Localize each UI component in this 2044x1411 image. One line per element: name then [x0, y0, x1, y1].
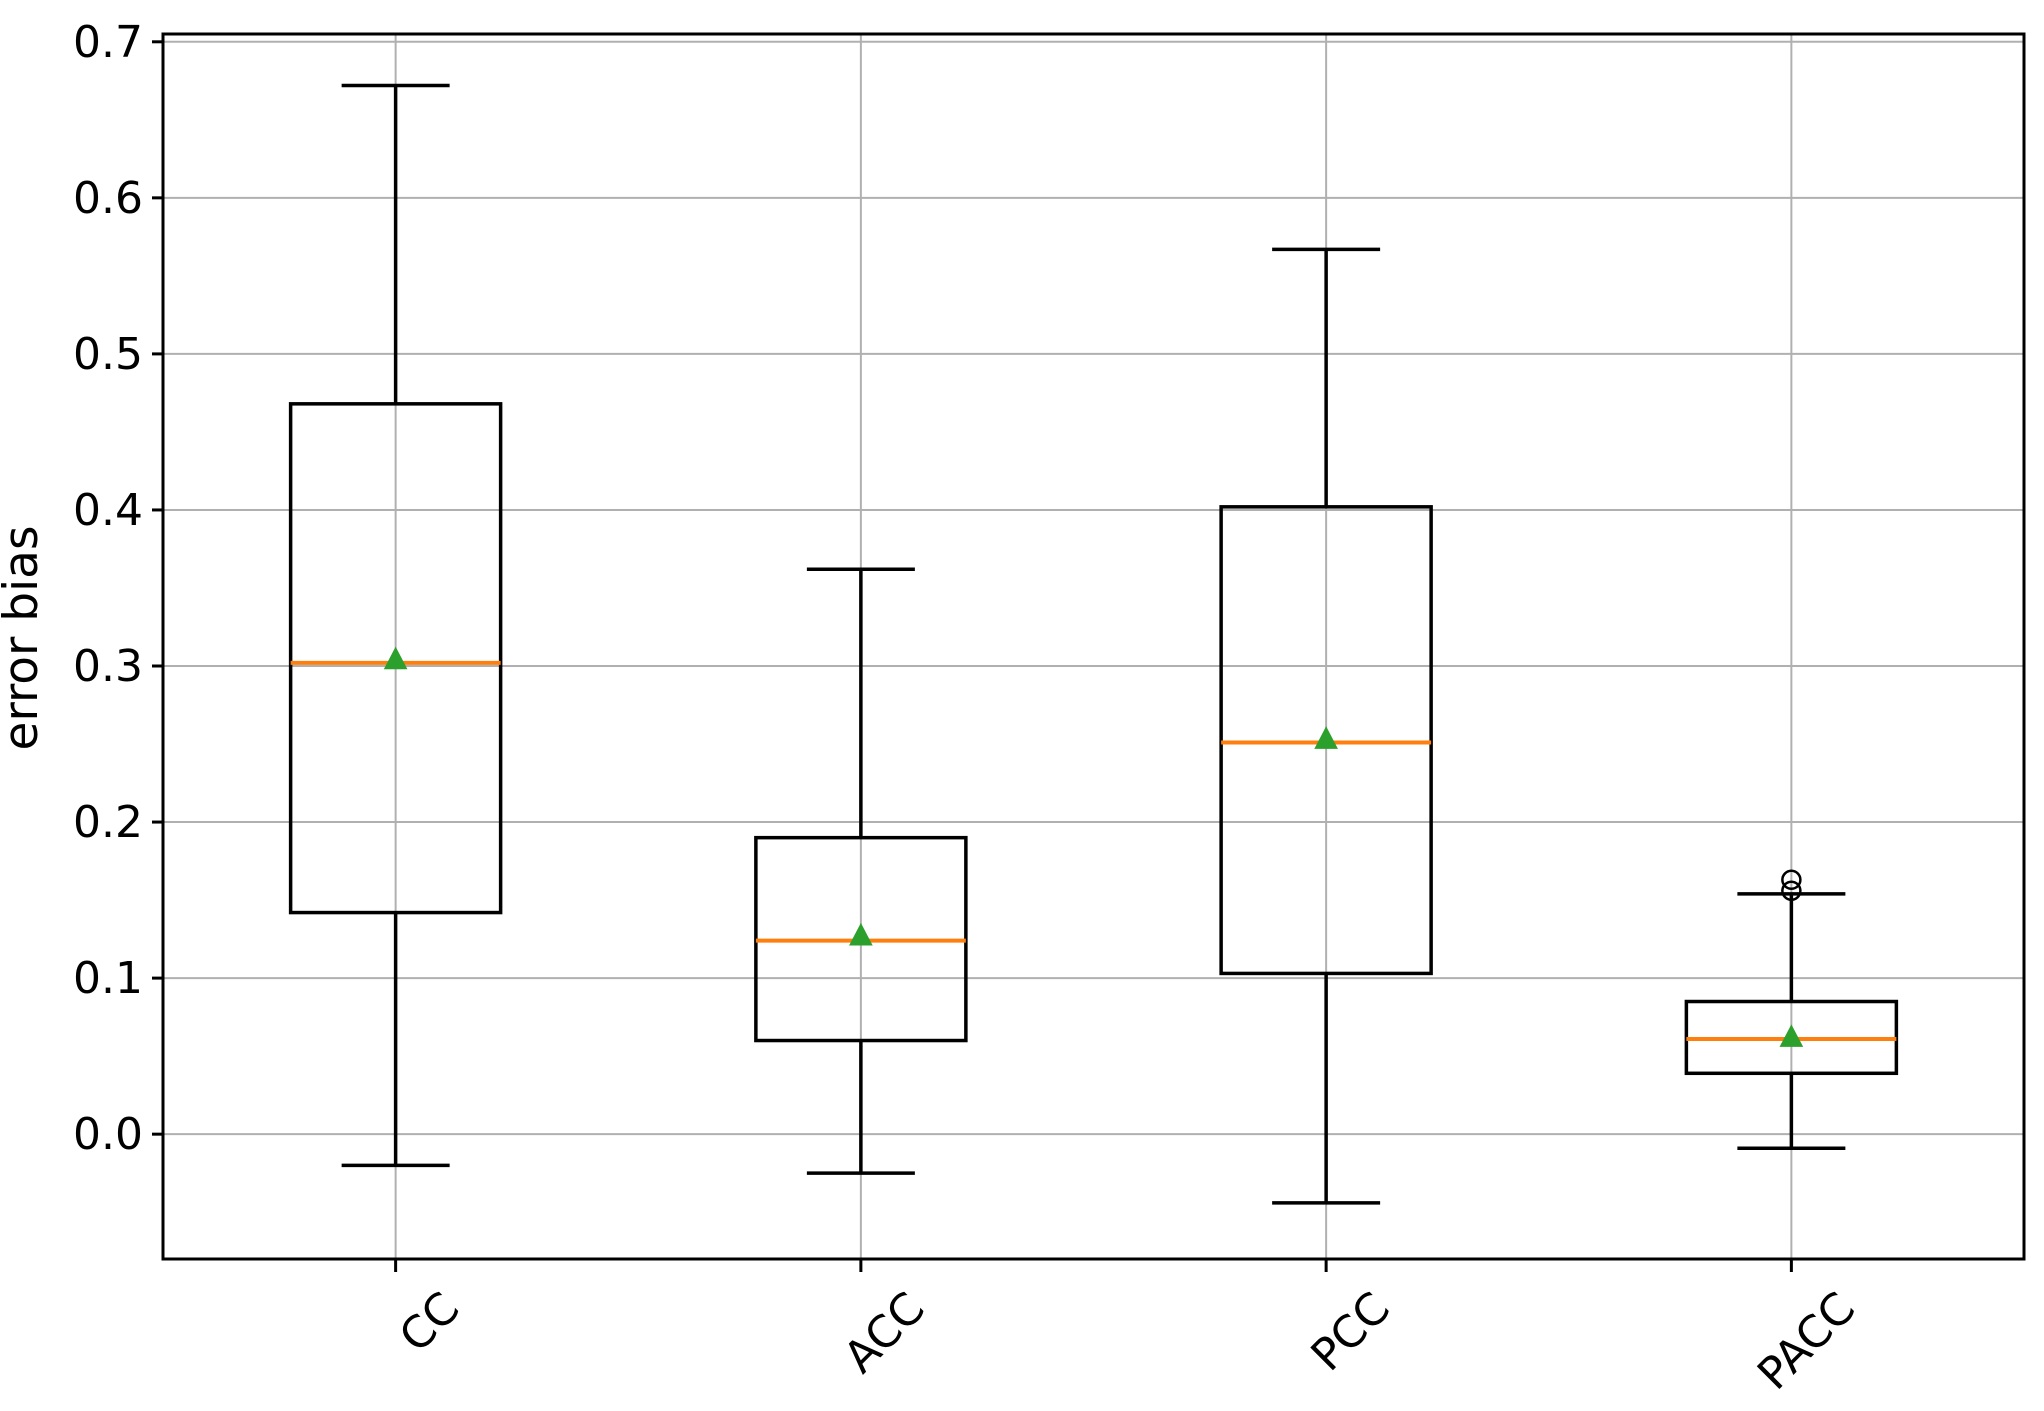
mean-marker	[849, 922, 873, 946]
outlier-marker	[1781, 869, 1802, 891]
mean-marker	[1779, 1024, 1804, 1047]
box	[1219, 505, 1433, 976]
x-tick-label: PACC	[1748, 1283, 1865, 1400]
y-tick-label: 0.3	[73, 641, 143, 692]
mean-marker	[383, 646, 408, 670]
grid-layer	[163, 34, 2024, 1259]
y-tick-label: 0.4	[73, 485, 143, 536]
y-tick-label: 0.2	[73, 797, 143, 848]
tick-layer: 0.0 0.1 0.2 0.3 0.4 0.5 0.6 0.7 CC ACC PCC PACC	[73, 17, 1865, 1400]
plot-frame	[161, 32, 2026, 1261]
mean-marker	[1314, 726, 1338, 749]
outlier-marker	[1781, 880, 1802, 901]
box-group-acc	[754, 567, 968, 1175]
y-tick-label: 0.5	[73, 329, 143, 380]
x-tick-label: CC	[390, 1283, 470, 1363]
frame-layer	[161, 32, 2026, 1261]
box-group-pcc	[1219, 247, 1433, 1205]
box-group-cc	[288, 83, 503, 1168]
data-layer	[288, 83, 1899, 1205]
x-tick-label: ACC	[834, 1283, 934, 1383]
x-tick-label: PCC	[1302, 1283, 1400, 1381]
y-tick-label: 0.1	[73, 953, 143, 1004]
box	[288, 402, 503, 915]
box-group-pacc	[1684, 869, 1899, 1150]
y-tick-label: 0.6	[73, 173, 143, 224]
y-axis-label: error bias	[0, 526, 49, 751]
y-tick-label: 0.7	[73, 17, 143, 68]
y-tick-label: 0.0	[73, 1109, 143, 1160]
